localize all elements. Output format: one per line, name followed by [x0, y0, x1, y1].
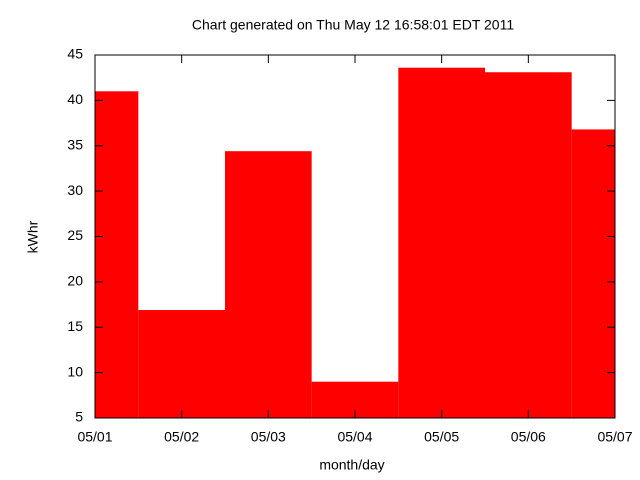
- y-tick-label: 30: [67, 182, 83, 198]
- step-bar: [571, 129, 615, 419]
- x-tick-label: 05/04: [337, 429, 372, 445]
- x-tick-label: 05/03: [251, 429, 286, 445]
- y-tick-label: 20: [67, 273, 83, 289]
- step-bar: [398, 67, 485, 418]
- y-tick-label: 45: [67, 46, 83, 62]
- x-tick-label: 05/05: [424, 429, 459, 445]
- y-tick-label: 5: [75, 409, 83, 425]
- plot-border: [94, 54, 616, 419]
- step-bar: [485, 72, 572, 419]
- x-tick-label: 05/06: [511, 429, 546, 445]
- chart-title: Chart generated on Thu May 12 16:58:01 E…: [192, 17, 514, 33]
- x-tick-label: 05/07: [597, 429, 632, 445]
- y-tick-label: 35: [67, 136, 83, 152]
- x-tick-label: 05/02: [164, 429, 199, 445]
- step-bar: [95, 91, 139, 419]
- x-tick-label: 05/01: [77, 429, 112, 445]
- y-tick-label: 10: [67, 363, 83, 379]
- y-tick-label: 25: [67, 227, 83, 243]
- y-tick-label: 15: [67, 318, 83, 334]
- step-bar: [138, 310, 225, 418]
- y-tick-label: 40: [67, 91, 83, 107]
- step-bar: [225, 151, 312, 418]
- x-axis-label: month/day: [319, 457, 384, 473]
- y-axis-label: kWhr: [25, 220, 41, 253]
